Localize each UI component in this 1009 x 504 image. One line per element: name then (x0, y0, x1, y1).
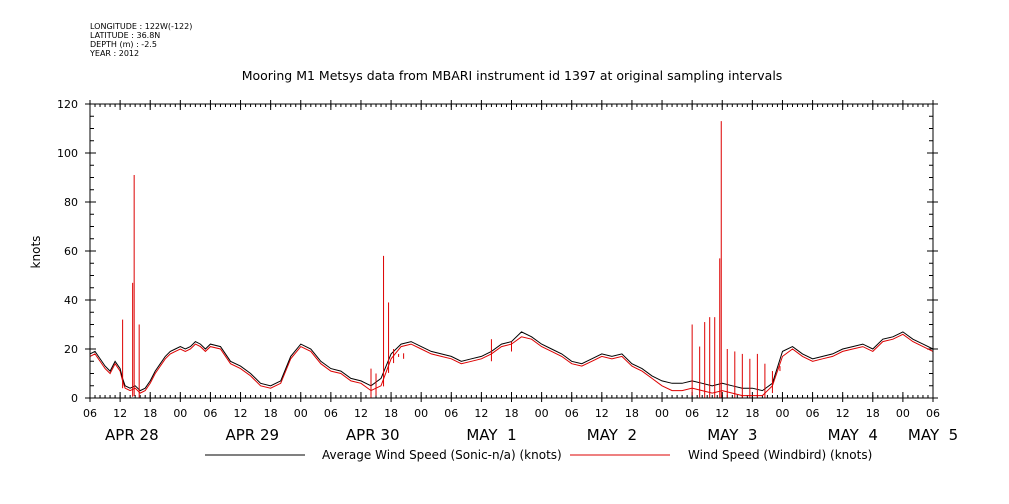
year-label: YEAR : 2012 (90, 49, 140, 58)
x-tick-label: 18 (625, 407, 639, 420)
plot-frame (89, 103, 934, 399)
x-tick-label: 00 (535, 407, 549, 420)
metadata-block: LONGITUDE : 122W(-122) LATITUDE : 36.8N … (90, 22, 192, 58)
chart-title: Mooring M1 Metsys data from MBARI instru… (242, 68, 783, 83)
x-tick-label: 12 (836, 407, 850, 420)
x-tick-label: 12 (595, 407, 609, 420)
x-tick-label: 06 (565, 407, 579, 420)
x-tick-label: 12 (354, 407, 368, 420)
x-tick-label: 00 (775, 407, 789, 420)
x-tick-label: 06 (203, 407, 217, 420)
day-label: APR 29 (225, 426, 279, 444)
legend: Average Wind Speed (Sonic-n/a) (knots) W… (205, 448, 872, 462)
x-tick-label: 18 (143, 407, 157, 420)
legend-label-windbird: Wind Speed (Windbird) (knots) (688, 448, 872, 462)
day-label: MAY 4 (828, 426, 878, 444)
x-tick-label: 18 (866, 407, 880, 420)
x-tick-label: 06 (83, 407, 97, 420)
y-tick-label: 120 (57, 98, 78, 111)
axis-ticks (85, 100, 938, 402)
x-tick-label: 18 (384, 407, 398, 420)
x-tick-label: 00 (655, 407, 669, 420)
y-axis-label: knots (29, 236, 43, 269)
y-tick-label: 20 (64, 343, 78, 356)
series-layer (89, 121, 934, 398)
x-tick-label: 12 (113, 407, 127, 420)
x-tick-label: 00 (173, 407, 187, 420)
x-tick-label: 18 (745, 407, 759, 420)
x-tick-label: 00 (414, 407, 428, 420)
x-tick-label: 06 (685, 407, 699, 420)
x-tick-label: 06 (926, 407, 940, 420)
x-tick-label: 12 (234, 407, 248, 420)
x-tick-label: 06 (324, 407, 338, 420)
x-tick-labels: 06 12 18 00 06 12 18 00 06 12 18 00 06 12 18 00 06 12 18 00… (83, 407, 940, 420)
y-tick-label: 80 (64, 196, 78, 209)
day-label: APR 28 (105, 426, 159, 444)
x-tick-label: 18 (505, 407, 519, 420)
latitude-label: LATITUDE : 36.8N (90, 31, 161, 40)
day-labels: APR 28 APR 29 APR 30 MAY 1 MAY 2 MAY 3 MAY 4 MA… (105, 426, 958, 444)
day-label: MAY 2 (587, 426, 637, 444)
y-tick-label: 100 (57, 147, 78, 160)
y-tick-label: 60 (64, 245, 78, 258)
day-label: MAY 3 (707, 426, 757, 444)
depth-label: DEPTH (m) : -2.5 (90, 40, 157, 49)
series-line-0 (89, 331, 934, 392)
x-tick-label: 12 (474, 407, 488, 420)
day-label: MAY 5 (908, 426, 958, 444)
y-tick-labels: 0 20 40 60 80 100 120 (57, 98, 78, 405)
x-tick-label: 06 (806, 407, 820, 420)
y-tick-label: 0 (71, 392, 78, 405)
y-tick-label: 40 (64, 294, 78, 307)
day-label: MAY 1 (466, 426, 516, 444)
x-tick-label: 18 (264, 407, 278, 420)
x-tick-label: 00 (896, 407, 910, 420)
legend-label-average: Average Wind Speed (Sonic-n/a) (knots) (322, 448, 562, 462)
x-tick-label: 00 (294, 407, 308, 420)
x-tick-label: 06 (444, 407, 458, 420)
longitude-label: LONGITUDE : 122W(-122) (90, 22, 193, 31)
x-tick-label: 12 (715, 407, 729, 420)
day-label: APR 30 (346, 426, 400, 444)
